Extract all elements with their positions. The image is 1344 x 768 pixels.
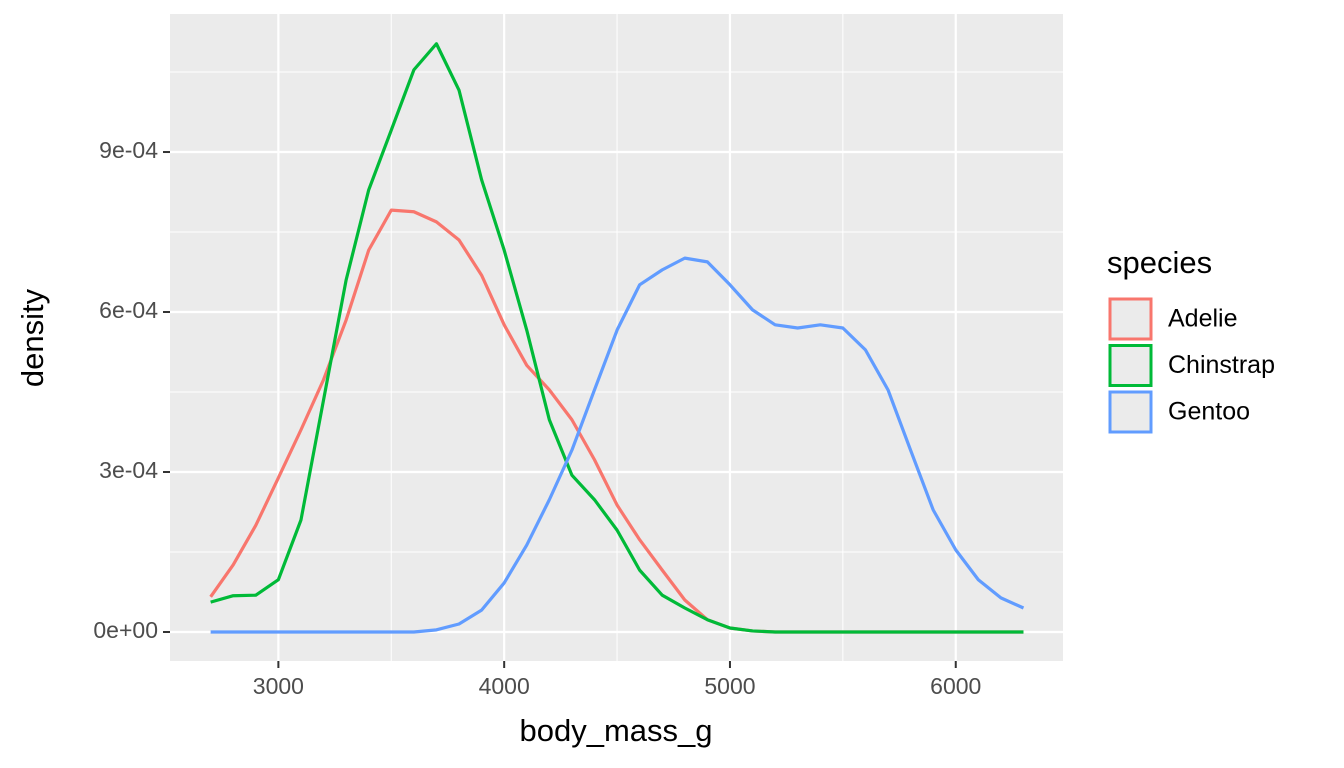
- y-tick-label: 9e-04: [99, 137, 158, 163]
- legend-title: species: [1107, 245, 1212, 280]
- legend-label: Chinstrap: [1168, 351, 1275, 379]
- panel-background: [170, 14, 1063, 661]
- density-line: [210, 42, 1024, 634]
- legend-key: [1108, 390, 1153, 434]
- lines: [209, 42, 1025, 634]
- legend-key: [1108, 297, 1153, 341]
- x-axis-title: body_mass_g: [519, 713, 712, 748]
- legend-key: [1108, 344, 1153, 387]
- x-tick-label: 3000: [253, 673, 304, 699]
- x-tick-label: 4000: [479, 673, 530, 699]
- x-tick-label: 5000: [704, 673, 755, 699]
- legend-label: Gentoo: [1168, 398, 1250, 426]
- y-tick-label: 6e-04: [99, 297, 158, 323]
- y-tick-label: 3e-04: [99, 457, 158, 483]
- legend-label: Adelie: [1168, 305, 1238, 333]
- legend: Adelie Chinstrap Gentoo: [1108, 297, 1275, 434]
- density-line: [210, 256, 1025, 634]
- y-axis-title: density: [15, 288, 50, 387]
- y-tick-label: 0e+00: [93, 617, 158, 643]
- x-tick-label: 6000: [930, 673, 981, 699]
